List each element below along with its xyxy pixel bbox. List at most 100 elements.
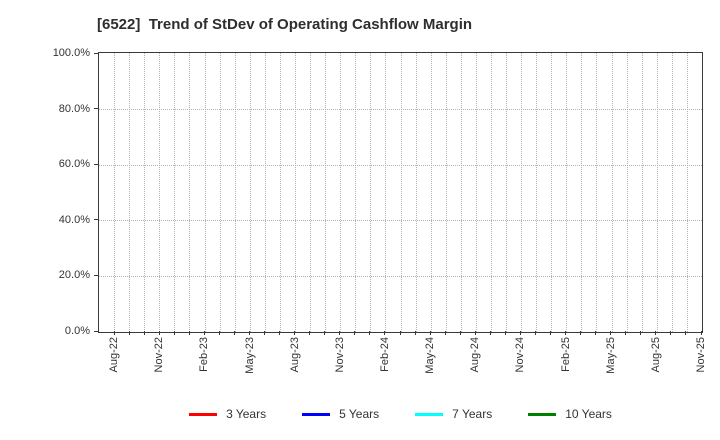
y-tick-label: 60.0% (58, 158, 90, 171)
x-gridline (114, 53, 116, 332)
x-gridline (551, 53, 553, 332)
legend-line-swatch (415, 412, 444, 416)
y-tick-mark (94, 52, 98, 54)
x-tick-label: Feb-24 (378, 337, 391, 372)
x-tick-mark (489, 331, 491, 335)
x-tick-mark (504, 331, 506, 335)
x-tick-mark (640, 331, 642, 335)
y-tick-mark (94, 108, 98, 110)
x-gridline (370, 53, 372, 332)
y-gridline (99, 164, 702, 166)
legend-line-swatch (528, 412, 557, 416)
x-tick-label: Nov-23 (333, 337, 346, 373)
y-tick-label: 80.0% (58, 102, 90, 115)
x-gridline (611, 53, 613, 332)
x-tick-mark (429, 331, 431, 335)
x-gridline (566, 53, 568, 332)
x-gridline (460, 53, 462, 332)
x-gridline (400, 53, 402, 332)
x-tick-label: Feb-23 (198, 337, 211, 372)
x-tick-label: Aug-22 (108, 337, 121, 373)
x-tick-label: Aug-23 (288, 337, 301, 373)
x-gridline (490, 53, 492, 332)
x-tick-mark (384, 331, 386, 335)
x-gridline (430, 53, 432, 332)
x-tick-mark (128, 331, 130, 335)
y-gridline (99, 220, 702, 222)
x-gridline (385, 53, 387, 332)
x-gridline (325, 53, 327, 332)
x-gridline (686, 53, 688, 332)
x-tick-mark (444, 331, 446, 335)
legend-item: 10 Years (528, 407, 612, 421)
x-tick-mark (158, 331, 160, 335)
x-tick-mark (249, 331, 250, 335)
x-tick-mark (339, 331, 341, 335)
x-tick-mark (188, 331, 190, 335)
y-tick-label: 40.0% (58, 213, 90, 226)
y-tick-label: 100.0% (52, 47, 90, 59)
x-tick-mark (324, 331, 326, 335)
x-gridline (355, 53, 357, 332)
plot-area (98, 52, 703, 333)
x-tick-mark (279, 331, 281, 335)
x-tick-label: May-25 (604, 337, 617, 374)
legend-item: 7 Years (415, 407, 492, 421)
legend-label: 10 Years (565, 407, 612, 421)
x-tick-mark (309, 331, 311, 335)
x-gridline (536, 53, 538, 332)
x-tick-mark (264, 331, 266, 335)
x-gridline (581, 53, 583, 332)
x-tick-mark (519, 331, 521, 335)
legend-item: 5 Years (302, 407, 379, 421)
chart-title: [6522] Trend of StDev of Operating Cashf… (97, 16, 473, 33)
y-gridline (99, 108, 702, 110)
x-gridline (219, 53, 221, 332)
x-tick-mark (113, 331, 115, 335)
y-tick-mark (94, 219, 98, 221)
x-gridline (204, 53, 206, 332)
x-tick-label: Nov-24 (514, 337, 527, 373)
legend-line-swatch (302, 412, 331, 416)
x-gridline (445, 53, 447, 332)
x-gridline (279, 53, 281, 332)
x-gridline (475, 53, 477, 332)
x-tick-label: Nov-25 (695, 337, 707, 373)
x-tick-mark (534, 331, 536, 335)
y-tick-label: 0.0% (64, 325, 90, 337)
x-tick-mark (580, 331, 582, 335)
x-gridline (159, 53, 161, 332)
legend-label: 7 Years (452, 407, 493, 421)
x-tick-mark (354, 331, 356, 335)
x-tick-mark (233, 331, 235, 335)
x-gridline (641, 53, 643, 332)
x-tick-mark (610, 331, 612, 335)
x-gridline (671, 53, 673, 332)
x-tick-mark (414, 331, 416, 335)
x-tick-mark (685, 331, 687, 335)
x-tick-mark (459, 331, 461, 335)
y-tick-label: 20.0% (58, 269, 90, 282)
x-tick-mark (369, 331, 371, 335)
x-tick-mark (474, 331, 476, 335)
x-gridline (310, 53, 312, 332)
x-tick-label: Nov-22 (153, 337, 166, 373)
x-tick-label: Aug-25 (649, 337, 662, 373)
x-gridline (521, 53, 523, 332)
x-gridline (596, 53, 598, 332)
x-tick-mark (595, 331, 597, 335)
x-gridline (189, 53, 191, 332)
x-tick-mark (143, 331, 145, 335)
x-tick-mark (173, 331, 175, 335)
x-gridline (129, 53, 131, 332)
x-tick-mark (655, 331, 657, 335)
x-gridline (234, 53, 236, 332)
y-gridline (99, 276, 702, 278)
x-gridline (144, 53, 146, 332)
x-tick-mark (203, 331, 205, 335)
x-tick-mark (670, 331, 672, 335)
x-tick-label: May-24 (424, 337, 437, 374)
x-gridline (506, 53, 508, 332)
y-tick-mark (94, 274, 98, 276)
legend-label: 5 Years (339, 407, 380, 421)
